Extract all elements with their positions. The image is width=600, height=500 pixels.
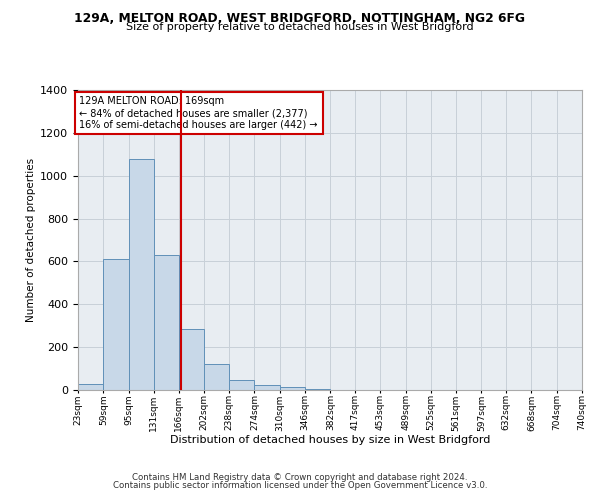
Bar [254, 384, 280, 390]
Text: 129A, MELTON ROAD, WEST BRIDGFORD, NOTTINGHAM, NG2 6FG: 129A, MELTON ROAD, WEST BRIDGFORD, NOTTI… [74, 12, 526, 26]
Bar [280, 387, 305, 390]
Bar [179, 329, 204, 390]
Bar [128, 158, 154, 390]
Bar [229, 380, 254, 390]
Text: Size of property relative to detached houses in West Bridgford: Size of property relative to detached ho… [126, 22, 474, 32]
Text: Contains HM Land Registry data © Crown copyright and database right 2024.: Contains HM Land Registry data © Crown c… [132, 472, 468, 482]
Bar [78, 384, 103, 390]
Y-axis label: Number of detached properties: Number of detached properties [26, 158, 36, 322]
Bar [305, 389, 331, 390]
Bar [103, 260, 128, 390]
Bar [154, 255, 179, 390]
Text: Contains public sector information licensed under the Open Government Licence v3: Contains public sector information licen… [113, 481, 487, 490]
Text: Distribution of detached houses by size in West Bridgford: Distribution of detached houses by size … [170, 435, 490, 445]
Bar [204, 364, 229, 390]
Text: 129A MELTON ROAD: 169sqm
← 84% of detached houses are smaller (2,377)
16% of sem: 129A MELTON ROAD: 169sqm ← 84% of detach… [79, 96, 318, 130]
